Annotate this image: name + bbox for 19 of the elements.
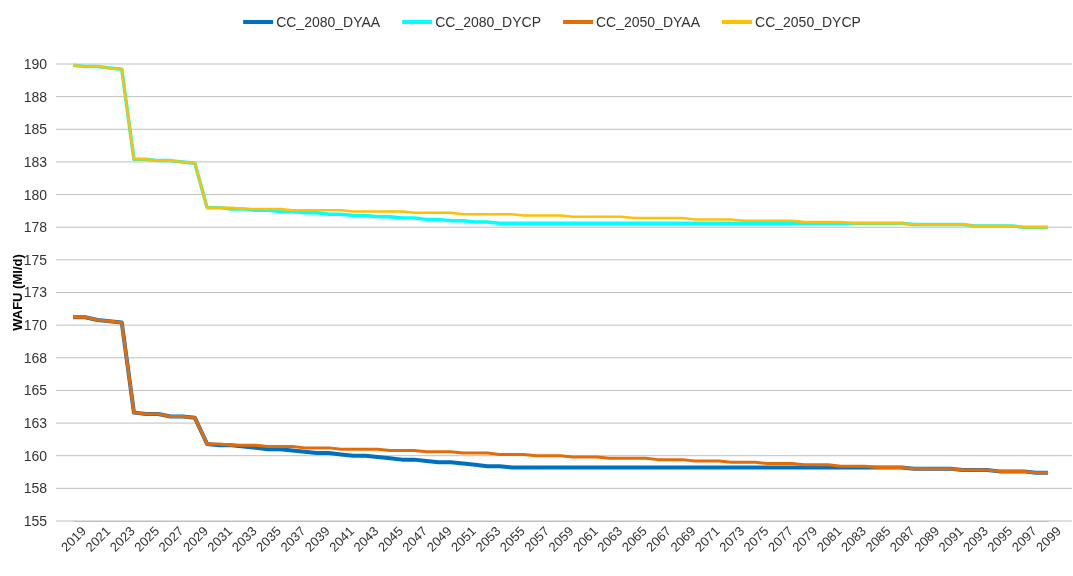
y-tick-label: 163 <box>23 415 48 432</box>
y-tick-label: 185 <box>23 121 48 138</box>
y-tick-label: 178 <box>23 219 48 236</box>
y-tick-label: 168 <box>23 349 48 366</box>
legend-label: CC_2080_DYCP <box>435 14 541 30</box>
y-axis-title: WAFU (Ml/d) <box>10 254 25 331</box>
y-tick-label: 188 <box>23 88 48 105</box>
y-tick-label: 158 <box>23 480 48 497</box>
y-tick-label: 170 <box>23 317 48 334</box>
y-tick-label: 190 <box>23 55 48 72</box>
legend-label: CC_2080_DYAA <box>276 14 381 30</box>
y-tick-label: 183 <box>23 153 48 170</box>
legend-label: CC_2050_DYCP <box>755 14 861 30</box>
y-tick-label: 165 <box>23 382 48 399</box>
y-tick-label: 180 <box>23 186 48 203</box>
y-tick-label: 175 <box>23 251 48 268</box>
legend-label: CC_2050_DYAA <box>596 14 701 30</box>
y-tick-label: 160 <box>23 447 48 464</box>
y-tick-label: 155 <box>23 512 48 529</box>
